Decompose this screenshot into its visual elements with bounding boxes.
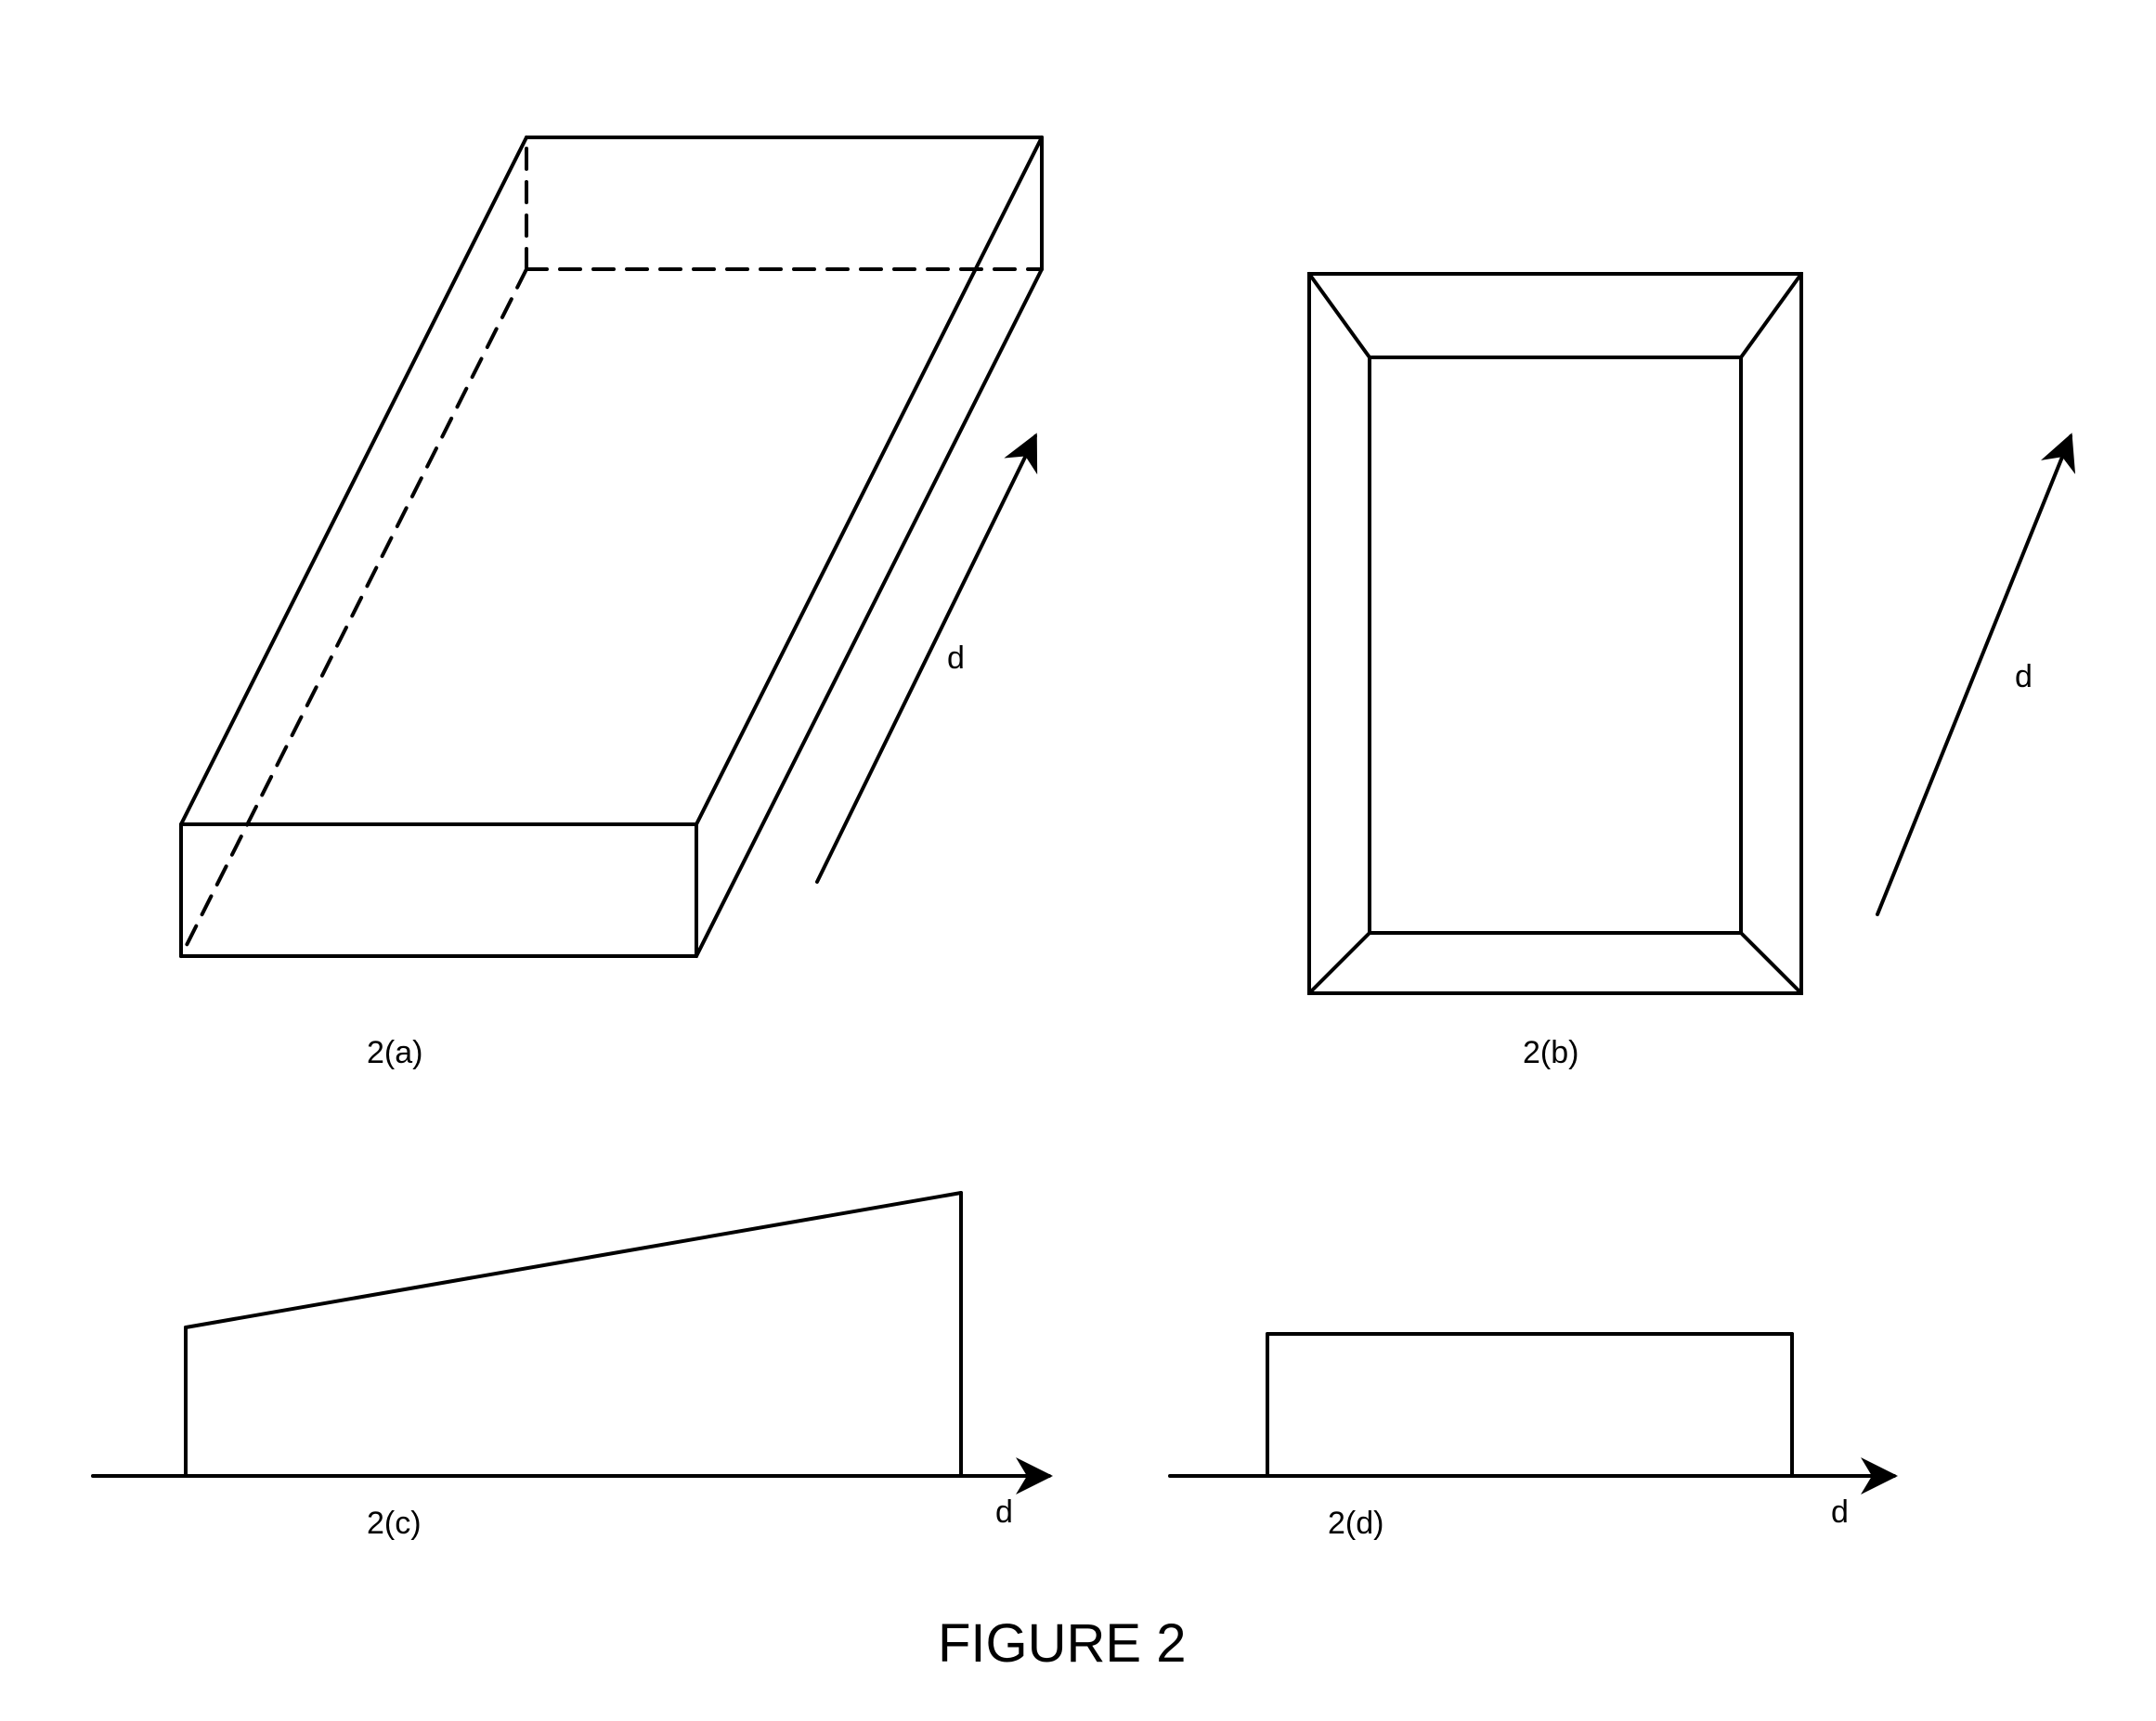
frustum-outer xyxy=(1309,274,1801,993)
frustum-edge xyxy=(1741,274,1801,357)
caption-2d: 2(d) xyxy=(1328,1506,1383,1541)
figure-svg: d 2(a) d 2(b) d 2(c) d 2(d) FIGURE 2 xyxy=(0,0,2156,1721)
axis-label-d: d xyxy=(1831,1495,1849,1530)
frustum-edge xyxy=(1309,933,1370,993)
frustum-edge xyxy=(1741,933,1801,993)
frustum-edge xyxy=(1309,274,1370,357)
box-edge xyxy=(696,137,1042,824)
frustum-inner xyxy=(1370,357,1741,933)
profile-c-edge xyxy=(186,1193,961,1327)
direction-arrow-b xyxy=(1877,436,2071,914)
caption-2a: 2(a) xyxy=(367,1035,422,1070)
arrow-label-b: d xyxy=(2015,659,2033,694)
arrow-label-a: d xyxy=(947,641,965,676)
box-edge xyxy=(696,269,1042,956)
box-edge xyxy=(181,137,526,824)
box-hidden-edge xyxy=(181,269,526,956)
axis-label-c: d xyxy=(995,1495,1013,1530)
caption-2b: 2(b) xyxy=(1523,1035,1578,1070)
figure-page: d 2(a) d 2(b) d 2(c) d 2(d) FIGURE 2 xyxy=(0,0,2156,1721)
caption-2c: 2(c) xyxy=(367,1506,422,1541)
figure-title: FIGURE 2 xyxy=(938,1613,1187,1674)
